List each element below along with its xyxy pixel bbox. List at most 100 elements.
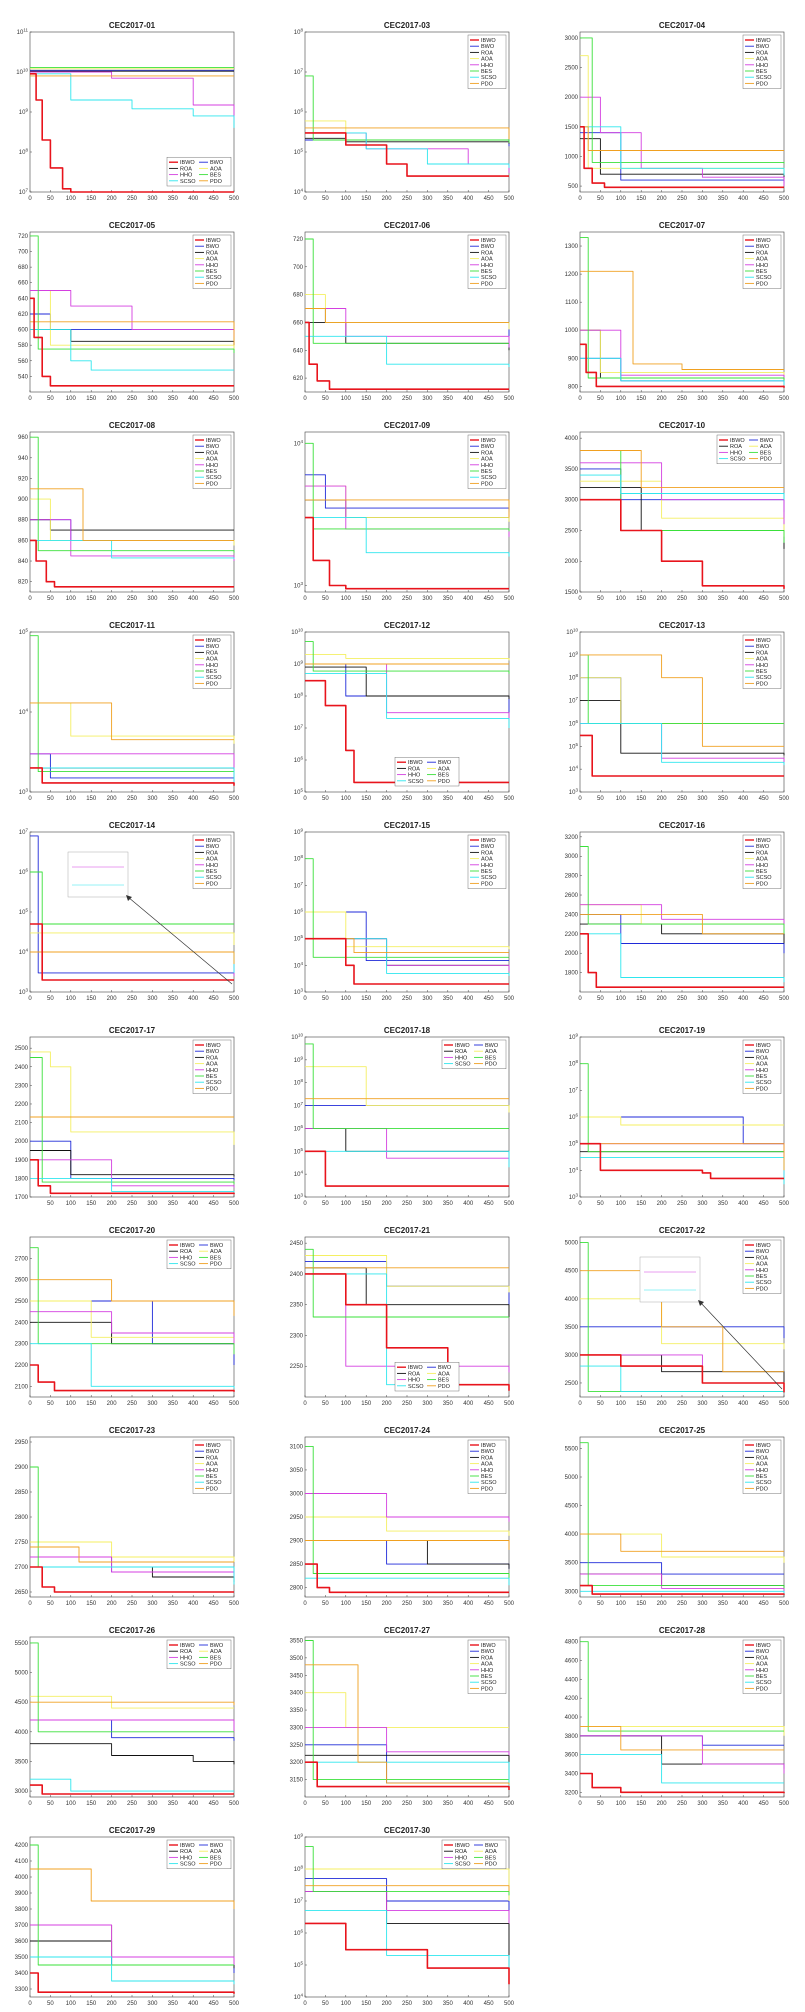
x-tick-label: 0	[28, 796, 32, 802]
y-tick-label: 106	[294, 108, 304, 117]
legend-label: BES	[210, 1255, 221, 1261]
x-tick-label: 150	[86, 1801, 97, 1807]
x-tick-label: 250	[127, 996, 138, 1002]
x-tick-label: 0	[578, 1201, 582, 1207]
x-tick-label: 150	[361, 796, 372, 802]
y-tick-label: 3500	[15, 1759, 29, 1765]
legend-box	[192, 434, 232, 489]
y-tick-label: 105	[294, 148, 304, 157]
legend-label: ROA	[756, 650, 768, 656]
legend-label: BES	[210, 173, 221, 179]
legend-box	[192, 834, 232, 889]
series-line-scso	[580, 1754, 784, 1784]
chart-panel: CEC2017-11 0 50 100 150 200 250 300 350 400 450 500…	[8, 621, 240, 807]
series-line-scso	[580, 126, 785, 176]
y-tick-label: 2350	[290, 1303, 304, 1309]
x-tick-label: 0	[28, 1401, 32, 1407]
legend-label: ROA	[481, 1655, 493, 1661]
chart-panel: CEC2017-14 0 50 100 150 200 250 300 350 400 450 500…	[8, 821, 240, 1007]
y-tick-label: 103	[294, 988, 304, 997]
x-tick-label: 500	[229, 1401, 240, 1407]
x-tick-label: 100	[66, 1401, 77, 1407]
x-tick-label: 400	[463, 1601, 474, 1607]
x-tick-label: 0	[303, 1601, 307, 1607]
x-tick-label: 50	[47, 996, 54, 1002]
legend-label: BES	[206, 1074, 217, 1080]
x-tick-label: 500	[229, 1601, 240, 1607]
chart-svg: CEC2017-30 0 50 100 150 200 250 300 350 400 450 500…	[294, 1826, 515, 2007]
chart-title: CEC2017-12	[384, 621, 431, 630]
legend-label: ROA	[481, 850, 493, 856]
series-line-scso	[305, 938, 510, 976]
legend-label: BWO	[481, 1649, 495, 1655]
legend-label: BES	[438, 773, 449, 779]
legend-box	[742, 234, 782, 289]
x-tick-label: 200	[382, 196, 393, 202]
y-tick-label: 103	[294, 581, 304, 590]
x-tick-label: 150	[361, 996, 372, 1002]
legend-label: PDO	[481, 1686, 494, 1692]
x-tick-label: 250	[677, 1801, 688, 1807]
legend-label: PDO	[756, 1486, 769, 1492]
legend-label: BWO	[760, 438, 774, 444]
legend-label: ROA	[180, 1649, 192, 1655]
y-tick-label: 5000	[565, 1475, 579, 1481]
x-tick-label: 200	[382, 1401, 393, 1407]
y-tick-label: 820	[18, 580, 29, 586]
series-line-scso	[305, 132, 510, 168]
series-line-scso	[30, 1778, 234, 1792]
y-tick-label: 880	[18, 518, 29, 524]
series-line-ibwo	[580, 343, 785, 388]
x-tick-label: 50	[47, 596, 54, 602]
y-tick-label: 1100	[565, 300, 579, 306]
chart-title: CEC2017-10	[659, 421, 706, 430]
series-line-ibwo	[30, 1159, 235, 1195]
chart-svg: CEC2017-20 0 50 100 150 200 250 300 350 400 450 500…	[15, 1226, 240, 1407]
y-tick-label: 5500	[565, 1446, 579, 1452]
legend-label: BES	[438, 1378, 449, 1384]
x-tick-label: 150	[636, 996, 647, 1002]
x-tick-label: 100	[341, 796, 352, 802]
legend-label: SCSO	[756, 875, 772, 881]
x-tick-label: 350	[168, 2001, 179, 2007]
x-tick-label: 450	[484, 2001, 495, 2007]
x-tick-label: 150	[361, 2001, 372, 2007]
legend-label: HHO	[206, 1468, 219, 1474]
y-tick-label: 660	[18, 281, 29, 287]
y-tick-label: 2900	[290, 1539, 304, 1545]
series-line-ibwo	[305, 1761, 510, 1790]
y-tick-label: 103	[569, 1193, 579, 1202]
x-tick-label: 400	[463, 396, 474, 402]
series-line-roa	[580, 138, 785, 179]
chart-svg: CEC2017-12 0 50 100 150 200 250 300 350 400 450 500…	[291, 621, 514, 802]
y-tick-label: 104	[294, 961, 304, 970]
series-line-roa	[30, 1150, 235, 1177]
x-tick-label: 350	[443, 1801, 454, 1807]
y-tick-label: 3550	[290, 1638, 304, 1644]
y-tick-label: 108	[569, 1059, 579, 1068]
chart-panel: CEC2017-07 0 50 100 150 200 250 300 350 400 450 500…	[558, 221, 790, 407]
x-tick-label: 400	[738, 1601, 749, 1607]
legend-label: PDO	[756, 681, 769, 687]
y-tick-label: 4200	[565, 1696, 579, 1702]
x-tick-label: 0	[578, 1601, 582, 1607]
x-tick-label: 50	[47, 1601, 54, 1607]
x-tick-label: 500	[779, 596, 790, 602]
y-tick-label: 3500	[290, 1656, 304, 1662]
x-tick-label: 300	[697, 1601, 708, 1607]
x-tick-label: 500	[779, 196, 790, 202]
chart-svg: CEC2017-09 0 50 100 150 200 250 300 350 400 450 500…	[294, 421, 515, 602]
x-tick-label: 500	[229, 996, 240, 1002]
y-tick-label: 3000	[565, 36, 579, 42]
y-tick-label: 940	[18, 456, 29, 462]
legend-label: BWO	[206, 1049, 220, 1055]
legend-label: PDO	[756, 281, 769, 287]
chart-panel: CEC2017-19 0 50 100 150 200 250 300 350 400 450 500…	[558, 1026, 790, 1212]
y-tick-label: 4000	[15, 1875, 29, 1881]
x-tick-label: 0	[578, 1401, 582, 1407]
